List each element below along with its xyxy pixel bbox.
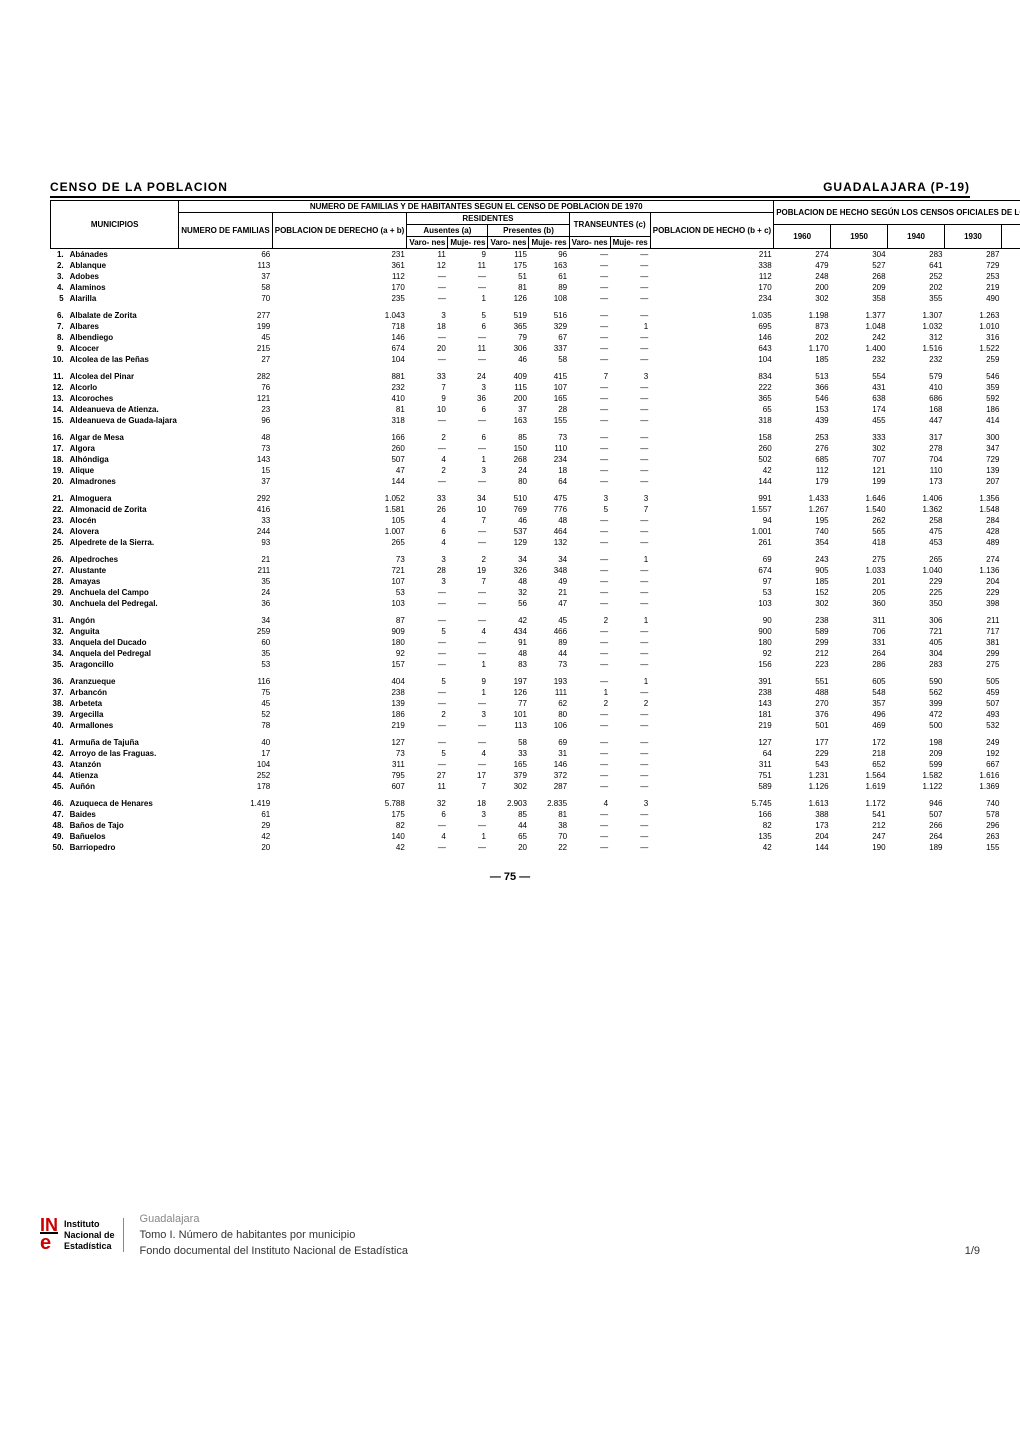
logo-nac: Nacional de bbox=[64, 1230, 115, 1240]
census-table: MUNICIPIOS NUMERO DE FAMILIAS Y DE HABIT… bbox=[50, 200, 1020, 853]
table-row: 44.Atienza2527952717379372——7511.2311.56… bbox=[51, 770, 1020, 781]
table-row: 39.Argecilla521862310180——18137649647249… bbox=[51, 709, 1020, 720]
table-row: 30.Anchuela del Pedregal.36103——5647——10… bbox=[51, 598, 1020, 609]
col-ausentes: Ausentes (a) bbox=[407, 225, 488, 237]
table-row: 24.Alovera2441.0076—537464——1.0017405654… bbox=[51, 526, 1020, 537]
y1930: 1930 bbox=[945, 225, 1002, 249]
table-row: 31.Angón3487——42452190238311306211274 bbox=[51, 615, 1020, 626]
logo-text: Instituto Nacional de Estadística bbox=[64, 1219, 115, 1252]
y1960: 1960 bbox=[774, 225, 831, 249]
table-row: 40.Armallones78219——113106——219501469500… bbox=[51, 720, 1020, 731]
table-row: 14.Aldeanueva de Atienza.23811063728——65… bbox=[51, 404, 1020, 415]
table-row: 19.Alique1547232418——42112121110139155 bbox=[51, 465, 1020, 476]
table-row: 41.Armuña de Tajuña40127——5869——12717717… bbox=[51, 737, 1020, 748]
table-row: 1.Abánades6623111911596——211274304283287… bbox=[51, 249, 1020, 261]
table-body: 1.Abánades6623111911596——211274304283287… bbox=[51, 249, 1020, 854]
table-row: 29.Anchuela del Campo2453——3221——5315220… bbox=[51, 587, 1020, 598]
super-header: NUMERO DE FAMILIAS Y DE HABITANTES SEGUN… bbox=[179, 201, 774, 213]
col-familias: NUMERO DE FAMILIAS bbox=[179, 213, 272, 249]
footer-pageno: 1/9 bbox=[965, 1245, 980, 1257]
logo-e: e bbox=[40, 1234, 58, 1252]
table-row: 11.Alcolea del Pinar28288133244094157383… bbox=[51, 371, 1020, 382]
table-row: 37.Arbancón75238—11261111—23848854856245… bbox=[51, 687, 1020, 698]
table-row: 42.Arroyo de las Fraguas.1773543331——642… bbox=[51, 748, 1020, 759]
col-hecho: POBLACION DE HECHO (b + c) bbox=[650, 213, 773, 249]
footer-line2: Tomo I. Número de habitantes por municip… bbox=[140, 1229, 980, 1241]
table-row: 22.Almonacid de Zorita4161.5812610769776… bbox=[51, 504, 1020, 515]
table-row: 47.Baides61175638581——166388541507578505 bbox=[51, 809, 1020, 820]
table-row: 12.Alcorlo7623273115107——222366431410359… bbox=[51, 382, 1020, 393]
table-row: 38.Arbeteta45139——7762221432703573995075… bbox=[51, 698, 1020, 709]
page-number: — 75 — bbox=[50, 871, 970, 883]
title-right: GUADALAJARA (P-19) bbox=[823, 180, 970, 194]
footer-text: Guadalajara Tomo I. Número de habitantes… bbox=[140, 1213, 980, 1257]
table-row: 33.Anquela del Ducado60180——9189——180299… bbox=[51, 637, 1020, 648]
table-row: 10.Alcolea de las Peñas27104——4658——1041… bbox=[51, 354, 1020, 365]
table-row: 8.Albendiego45146——7967——146202242312316… bbox=[51, 332, 1020, 343]
col-residentes: RESIDENTES bbox=[407, 213, 569, 225]
table-row: 35.Aragoncillo53157—18373——1562232862832… bbox=[51, 659, 1020, 670]
table-row: 49.Bañuelos42140416570——1352042472642632… bbox=[51, 831, 1020, 842]
y1920: 1920 bbox=[1001, 225, 1020, 249]
table-head: MUNICIPIOS NUMERO DE FAMILIAS Y DE HABIT… bbox=[51, 201, 1020, 249]
table-row: 45.Auñón178607117302287——5891.1261.6191.… bbox=[51, 781, 1020, 792]
logo-inst: Instituto bbox=[64, 1219, 100, 1229]
col-presentes: Presentes (b) bbox=[488, 225, 569, 237]
footer-region: Guadalajara bbox=[140, 1213, 980, 1225]
table-row: 34.Anquela del Pedregal3592——4844——92212… bbox=[51, 648, 1020, 659]
table-row: 17.Algora73260——150110——2602763022783473… bbox=[51, 443, 1020, 454]
col-derecho: POBLACION DE DERECHO (a + b) bbox=[272, 213, 407, 249]
col-transeuntes: TRANSEUNTES (c) bbox=[569, 213, 650, 237]
am: Muje- res bbox=[448, 237, 488, 249]
table-row: 43.Atanzón104311——165146——31154365259966… bbox=[51, 759, 1020, 770]
table-row: 5Alarilla70235—1126108——2343023583554905… bbox=[51, 293, 1020, 304]
y1940: 1940 bbox=[888, 225, 945, 249]
footer-line3: Fondo documental del Instituto Nacional … bbox=[140, 1245, 980, 1257]
footer: IN e Instituto Nacional de Estadística G… bbox=[0, 1203, 1020, 1277]
pm: Muje- res bbox=[529, 237, 569, 249]
table-row: 20.Almadrones37144——8064——14417919917320… bbox=[51, 476, 1020, 487]
table-row: 13.Alcoroches121410936200165——3655466386… bbox=[51, 393, 1020, 404]
table-row: 9.Alcocer2156742011306337——6431.1701.400… bbox=[51, 343, 1020, 354]
title-left: CENSO DE LA POBLACION bbox=[50, 180, 228, 194]
logo-est: Estadística bbox=[64, 1241, 112, 1251]
table-row: 3.Adobes37112——5161——112248268252253247 bbox=[51, 271, 1020, 282]
tm: Muje- res bbox=[610, 237, 650, 249]
table-row: 15.Aldeanueva de Guada-lajara96318——1631… bbox=[51, 415, 1020, 426]
table-row: 25.Alpedrete de la Sierra.932654—129132—… bbox=[51, 537, 1020, 548]
table-row: 6.Albalate de Zorita2771.04335519516——1.… bbox=[51, 310, 1020, 321]
table-row: 4.Alaminos58170——8189——17020020920221921… bbox=[51, 282, 1020, 293]
table-row: 21.Almoguera2921.0523334510475339911.433… bbox=[51, 493, 1020, 504]
table-row: 46.Azuqueca de Henares1.4195.78832182.90… bbox=[51, 798, 1020, 809]
page-header: CENSO DE LA POBLACION GUADALAJARA (P-19) bbox=[50, 180, 970, 198]
table-row: 18.Alhóndiga14350741268234——502685707704… bbox=[51, 454, 1020, 465]
col-hecho-title: POBLACION DE HECHO SEGÚN LOS CENSOS OFIC… bbox=[774, 201, 1020, 225]
table-row: 32.Anguita25990954434466——90058970672171… bbox=[51, 626, 1020, 637]
tv: Varo- nes bbox=[569, 237, 610, 249]
ine-logo: IN e Instituto Nacional de Estadística bbox=[40, 1218, 124, 1252]
col-municipios: MUNICIPIOS bbox=[51, 201, 179, 249]
census-page: CENSO DE LA POBLACION GUADALAJARA (P-19)… bbox=[0, 0, 1020, 923]
table-row: 23.Alocén33105474648——94195262258284363 bbox=[51, 515, 1020, 526]
table-row: 2.Ablanque1133611211175163——338479527641… bbox=[51, 260, 1020, 271]
table-row: 48.Baños de Tajo2982——4438——821732122662… bbox=[51, 820, 1020, 831]
table-row: 36.Aranzueque11640459197193—139155160559… bbox=[51, 676, 1020, 687]
pv: Varo- nes bbox=[488, 237, 529, 249]
table-row: 7.Albares199718186365329—16958731.0481.0… bbox=[51, 321, 1020, 332]
table-row: 26.Alpedroches2173323434—169243275265274… bbox=[51, 554, 1020, 565]
table-row: 16.Algar de Mesa48166268573——15825333331… bbox=[51, 432, 1020, 443]
table-row: 28.Amayas35107374849——97185201229204229 bbox=[51, 576, 1020, 587]
table-row: 50.Barriopedro2042——2022——42144190189155… bbox=[51, 842, 1020, 853]
y1950: 1950 bbox=[831, 225, 888, 249]
table-row: 27.Alustante2117212819326348——6749051.03… bbox=[51, 565, 1020, 576]
av: Varo- nes bbox=[407, 237, 448, 249]
